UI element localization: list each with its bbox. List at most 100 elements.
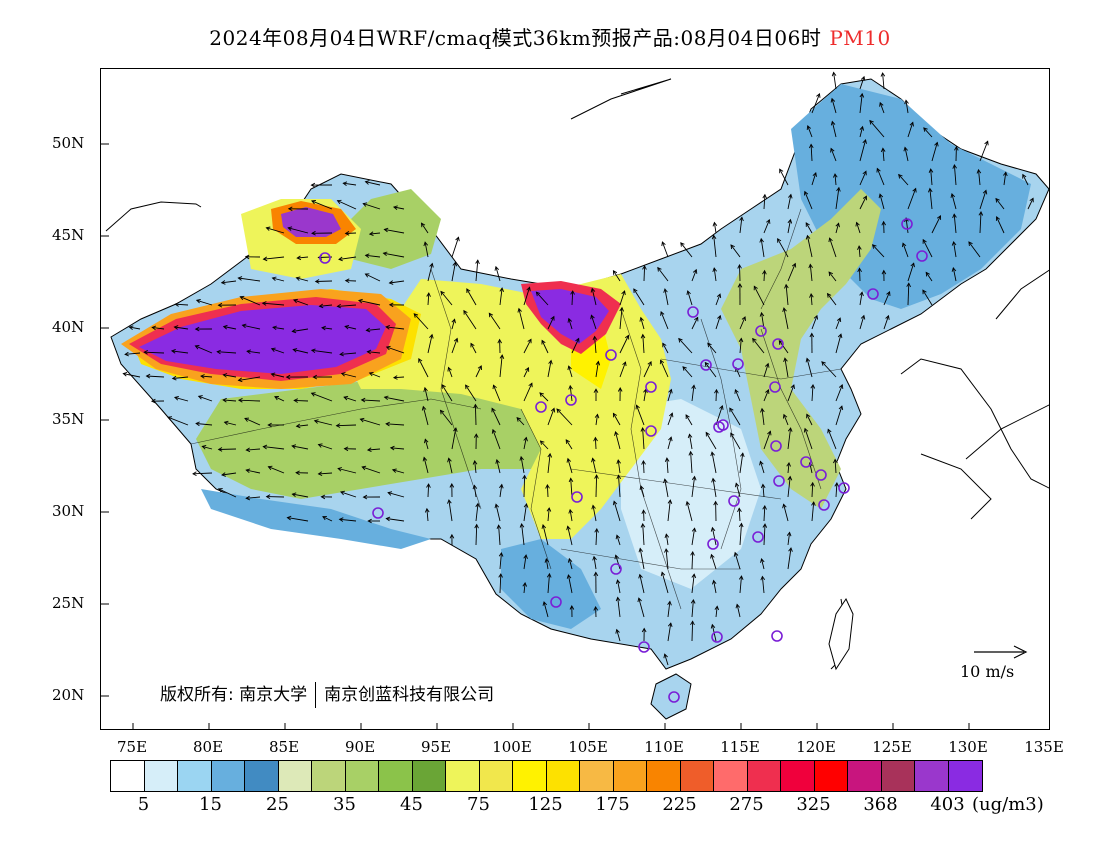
wind-vector xyxy=(262,302,285,306)
wind-vector xyxy=(367,448,381,451)
wind-vector xyxy=(858,246,861,258)
wind-vector-head xyxy=(339,351,344,357)
wind-vector-head xyxy=(440,290,445,296)
wind-vector-head xyxy=(453,337,459,343)
colorbar-tick-label: 368 xyxy=(863,794,898,815)
wind-vector-head xyxy=(265,494,271,499)
wind-vector-head xyxy=(366,447,372,453)
wind-vector-head xyxy=(452,261,458,267)
wind-vector-head xyxy=(876,167,881,173)
wind-vector-head xyxy=(475,502,480,508)
wind-vector-head xyxy=(927,187,933,193)
wind-vector-head xyxy=(662,342,667,348)
wind-vector xyxy=(337,304,357,307)
wind-vector-head xyxy=(565,439,570,444)
wind-vector xyxy=(615,431,621,450)
wind-vector-head xyxy=(195,299,201,304)
wind-vector xyxy=(492,429,501,450)
pm10-colorbar xyxy=(110,760,983,792)
wind-vector xyxy=(876,168,885,186)
wind-vector-head xyxy=(340,490,345,496)
wind-vector-head xyxy=(424,507,430,513)
wind-vector xyxy=(811,502,815,522)
wind-vector xyxy=(953,164,957,186)
graticule-ticks xyxy=(101,143,970,729)
wind-vector xyxy=(451,262,456,282)
wind-vector xyxy=(666,458,669,474)
wind-vector-head xyxy=(522,581,528,587)
wind-vector-head xyxy=(291,444,297,449)
wind-vector xyxy=(979,190,987,210)
station-marker xyxy=(535,401,547,413)
wind-vector xyxy=(809,264,813,282)
wind-vector xyxy=(451,427,457,450)
colorbar-tick-label: 45 xyxy=(400,794,423,815)
wind-vector-head xyxy=(392,205,398,210)
hotspot-alxa xyxy=(531,289,609,344)
wind-vector-head xyxy=(568,508,573,514)
wind-vector xyxy=(569,509,573,522)
wind-vector-head xyxy=(170,348,176,354)
wind-vector xyxy=(922,289,933,306)
wind-vector-head xyxy=(216,349,221,355)
wind-vector-head xyxy=(664,533,670,539)
wind-vector xyxy=(879,194,885,210)
wind-vector-head xyxy=(707,342,712,348)
wind-vector-head xyxy=(831,71,837,77)
wind-vector xyxy=(615,555,621,570)
wind-vector xyxy=(904,147,909,162)
colorbar-cell xyxy=(379,761,413,791)
wind-vector-head xyxy=(296,255,302,261)
wind-vector xyxy=(499,552,502,570)
wind-vector-head xyxy=(523,502,529,508)
wind-vector xyxy=(202,445,213,450)
wind-vector xyxy=(488,313,501,330)
wind-vector xyxy=(266,227,285,234)
wind-vector-head xyxy=(786,531,792,537)
wind-vector xyxy=(523,503,527,522)
wind-vector-head xyxy=(167,416,173,421)
wind-vector-head xyxy=(426,483,431,488)
wind-vector-head xyxy=(541,523,547,529)
wind-vector xyxy=(711,452,717,474)
colorbar-tick-label: 275 xyxy=(729,794,764,815)
wind-vector xyxy=(338,256,357,260)
lon-label-115e: 115E xyxy=(720,738,760,756)
wind-vector-head xyxy=(805,222,810,227)
wind-vector xyxy=(366,328,381,331)
wind-vector xyxy=(288,227,309,234)
wind-vector xyxy=(341,373,357,378)
wind-vector xyxy=(343,182,357,186)
wind-vector-head xyxy=(639,485,645,491)
wind-vector-head xyxy=(539,440,545,445)
region-blue-sw xyxy=(501,539,601,629)
wind-vector xyxy=(784,358,789,378)
station-marker xyxy=(605,349,617,361)
wind-vector-head xyxy=(237,276,243,281)
wind-vector-head xyxy=(548,359,553,365)
wind-vector xyxy=(664,288,669,306)
wind-vector-head xyxy=(338,517,344,522)
wind-vector-head xyxy=(717,314,722,320)
wind-vector xyxy=(835,384,843,402)
wind-vector xyxy=(713,580,717,594)
wind-vector xyxy=(691,269,697,282)
wind-vector xyxy=(907,122,914,138)
wind-vector-head xyxy=(237,397,243,403)
wind-vector xyxy=(925,272,933,282)
wind-vector xyxy=(643,265,646,282)
colorbar-cell xyxy=(245,761,279,791)
station-marker xyxy=(770,440,782,452)
wind-vector xyxy=(827,293,837,306)
wind-vector-head xyxy=(640,522,646,528)
wind-vector xyxy=(787,547,792,570)
wind-vector xyxy=(830,148,837,162)
wind-vector-head xyxy=(494,503,500,509)
wind-vector-head xyxy=(647,360,652,366)
wind-vector-head xyxy=(705,431,710,437)
wind-vector xyxy=(221,472,237,476)
wind-vector-head xyxy=(685,500,691,506)
wind-vector-head xyxy=(857,267,862,273)
lon-label-95e: 95E xyxy=(420,738,452,756)
wind-vector-head xyxy=(338,256,343,262)
